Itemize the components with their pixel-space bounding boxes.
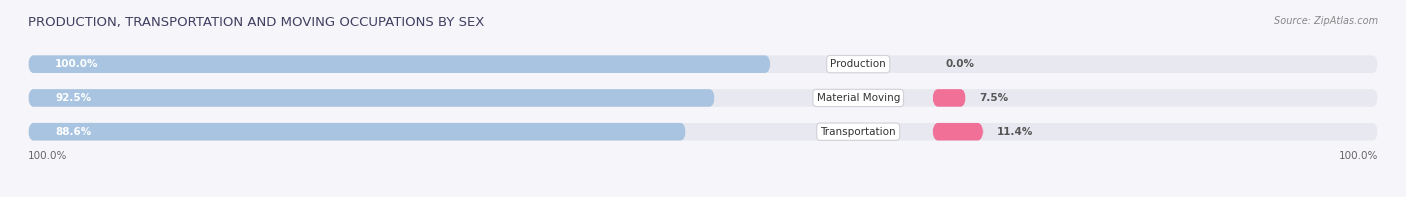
Text: 100.0%: 100.0%: [1339, 151, 1378, 161]
FancyBboxPatch shape: [932, 123, 983, 140]
FancyBboxPatch shape: [932, 89, 966, 107]
FancyBboxPatch shape: [28, 55, 1378, 73]
Text: 7.5%: 7.5%: [980, 93, 1008, 103]
FancyBboxPatch shape: [28, 89, 714, 107]
FancyBboxPatch shape: [28, 123, 1378, 140]
FancyBboxPatch shape: [28, 55, 770, 73]
Text: 100.0%: 100.0%: [55, 59, 98, 69]
Text: Source: ZipAtlas.com: Source: ZipAtlas.com: [1274, 16, 1378, 26]
Text: PRODUCTION, TRANSPORTATION AND MOVING OCCUPATIONS BY SEX: PRODUCTION, TRANSPORTATION AND MOVING OC…: [28, 16, 485, 29]
Text: Production: Production: [831, 59, 886, 69]
Text: Transportation: Transportation: [821, 127, 896, 137]
FancyBboxPatch shape: [28, 123, 686, 140]
Text: 92.5%: 92.5%: [55, 93, 91, 103]
FancyBboxPatch shape: [28, 89, 1378, 107]
Text: 0.0%: 0.0%: [946, 59, 974, 69]
Text: 88.6%: 88.6%: [55, 127, 91, 137]
Text: Material Moving: Material Moving: [817, 93, 900, 103]
Text: 11.4%: 11.4%: [997, 127, 1033, 137]
Text: 100.0%: 100.0%: [28, 151, 67, 161]
